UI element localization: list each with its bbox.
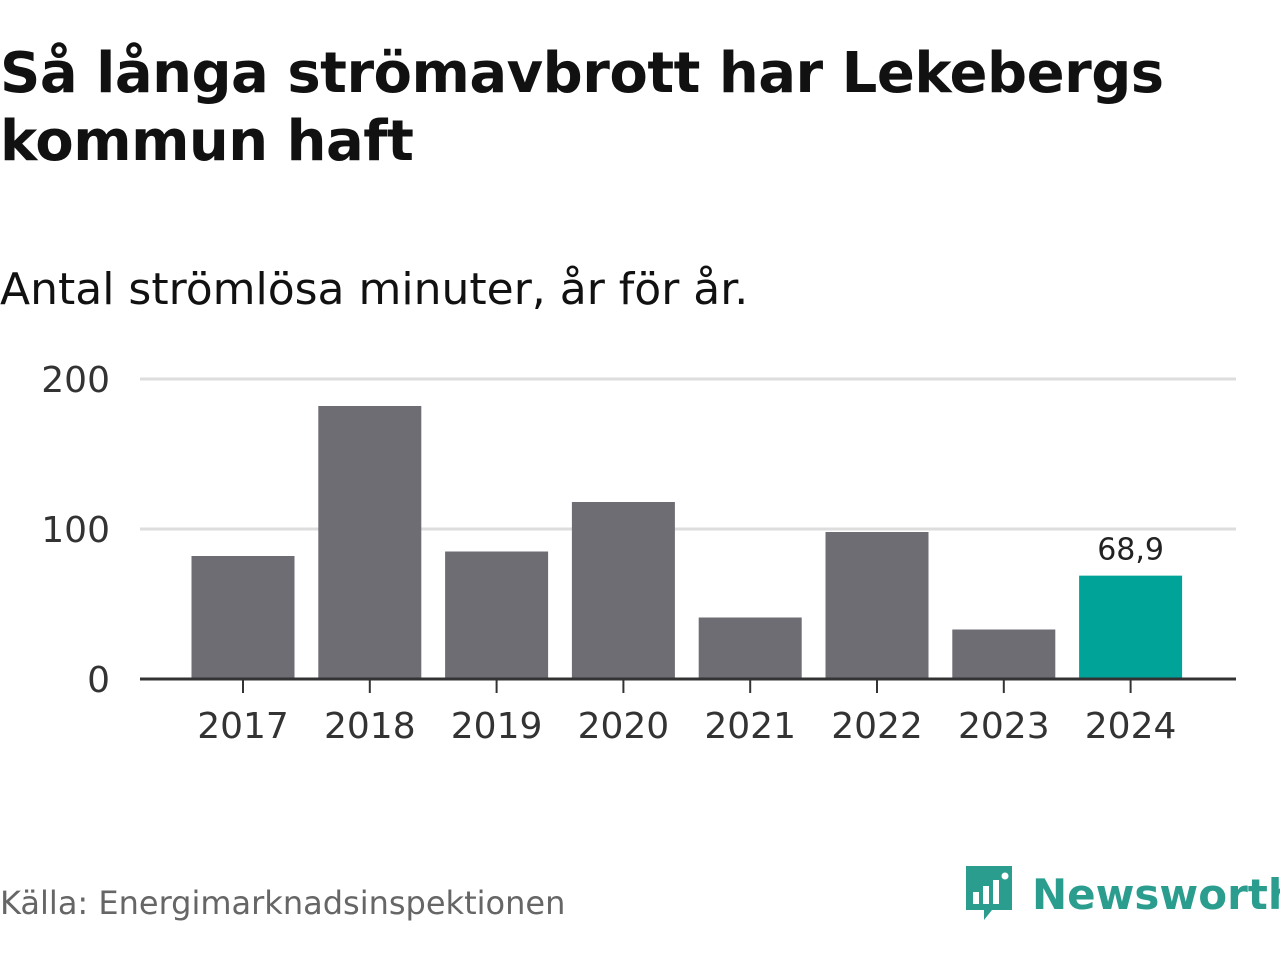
bar-2019 (445, 551, 549, 679)
x-tick-label: 2021 (704, 706, 796, 747)
y-tick-label: 100 (41, 510, 110, 551)
bar-chart: 0 100 200 2017 2018 2019 2020 2021 2022 2023 2024… (41, 360, 1236, 747)
data-labels: 68,9 (1097, 533, 1164, 568)
x-tick-label: 2023 (958, 706, 1050, 747)
x-axis: 2017 2018 2019 2020 2021 2022 2023 2024 (140, 677, 1236, 747)
data-label-2024: 68,9 (1097, 533, 1164, 568)
bar-2024 (1079, 575, 1183, 679)
bar-2021 (698, 617, 802, 679)
y-tick-label: 0 (87, 660, 110, 701)
x-tick-label: 2020 (578, 706, 670, 747)
brand-name: Newsworthy (1032, 869, 1280, 919)
newsworthy-logo-icon (966, 866, 1012, 920)
x-tick-label: 2018 (324, 706, 416, 747)
chart-subtitle: Antal strömlösa minuter, år för år. (0, 264, 749, 315)
chart-title: Så långa strömavbrott har Lekebergs komm… (0, 41, 1164, 174)
bar-2017 (191, 556, 295, 679)
bar-2020 (571, 502, 675, 679)
newsworthy-logo: Newsworthy (962, 862, 1280, 926)
bar-2018 (318, 406, 422, 679)
bar-2023 (952, 629, 1056, 679)
x-tick-label: 2019 (451, 706, 543, 747)
y-axis-ticks: 0 100 200 (41, 360, 110, 701)
bars (191, 406, 1183, 679)
x-tick-label: 2017 (197, 706, 289, 747)
source-note: Källa: Energimarknadsinspektionen (0, 884, 566, 922)
x-tick-label: 2024 (1085, 706, 1177, 747)
bar-2022 (825, 532, 929, 679)
gridlines (140, 377, 1236, 531)
y-tick-label: 200 (41, 360, 110, 401)
x-tick-label: 2022 (831, 706, 923, 747)
